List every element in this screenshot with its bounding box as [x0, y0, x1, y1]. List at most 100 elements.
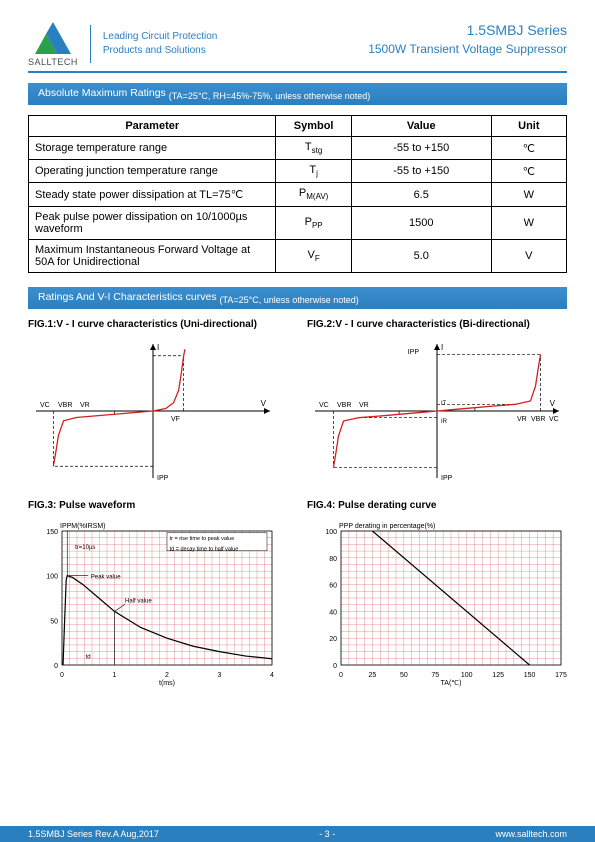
- cell-value: 6.5: [351, 183, 491, 206]
- cell-parameter: Maximum Instantaneous Forward Voltage at…: [29, 239, 276, 272]
- svg-text:VR: VR: [517, 416, 527, 423]
- fig1-title: FIG.1:V - I curve characteristics (Uni-d…: [28, 319, 283, 330]
- fig4: FIG.4: Pulse derating curve 0 25 50 75 100 12…: [307, 500, 567, 687]
- fig2-chart: VIIPPVCVBRVRITIRVRVBRVCIPP: [307, 336, 567, 486]
- svg-text:IR: IR: [441, 419, 448, 425]
- table-row: Maximum Instantaneous Forward Voltage at…: [29, 239, 567, 272]
- section1-title: Absolute Maximum Ratings: [38, 87, 166, 99]
- svg-text:IPPM(%IRSM): IPPM(%IRSM): [60, 523, 106, 530]
- svg-text:td = decay time to half value: td = decay time to half value: [170, 546, 239, 552]
- svg-text:VF: VF: [171, 416, 180, 423]
- svg-text:175: 175: [555, 672, 567, 679]
- logo-text: SALLTECH: [28, 57, 78, 67]
- svg-text:40: 40: [329, 609, 337, 616]
- svg-text:0: 0: [60, 672, 64, 679]
- svg-text:VC: VC: [319, 402, 329, 409]
- svg-text:75: 75: [431, 672, 439, 679]
- svg-text:100: 100: [325, 529, 337, 536]
- tagline-line2: Products and Solutions: [103, 44, 218, 58]
- svg-text:PPP derating in percentage(%): PPP derating in percentage(%): [339, 523, 435, 530]
- svg-text:25: 25: [369, 672, 377, 679]
- svg-text:20: 20: [329, 636, 337, 643]
- cell-parameter: Operating junction temperature range: [29, 160, 276, 183]
- svg-text:VR: VR: [359, 402, 369, 409]
- cell-unit: V: [491, 239, 566, 272]
- svg-text:IPP: IPP: [441, 475, 453, 482]
- svg-text:V: V: [261, 399, 267, 408]
- cell-symbol: Tstg: [276, 137, 351, 160]
- svg-text:VBR: VBR: [531, 416, 545, 423]
- header-right: 1.5SMBJ Series 1500W Transient Voltage S…: [368, 20, 567, 56]
- svg-text:0: 0: [54, 663, 58, 670]
- svg-text:td: td: [86, 654, 91, 660]
- svg-text:t(ms): t(ms): [159, 680, 175, 687]
- cell-symbol: PM(AV): [276, 183, 351, 206]
- fig4-title: FIG.4: Pulse derating curve: [307, 500, 567, 511]
- svg-text:150: 150: [524, 672, 536, 679]
- svg-text:TA(℃): TA(℃): [441, 680, 462, 687]
- svg-text:VBR: VBR: [337, 402, 351, 409]
- svg-text:50: 50: [50, 618, 58, 625]
- svg-text:VR: VR: [80, 402, 90, 409]
- svg-text:3: 3: [218, 672, 222, 679]
- th-parameter: Parameter: [29, 116, 276, 137]
- footer-right: www.salltech.com: [495, 829, 567, 839]
- table-header-row: Parameter Symbol Value Unit: [29, 116, 567, 137]
- svg-text:tr = rise time to peak value: tr = rise time to peak value: [170, 536, 235, 542]
- th-unit: Unit: [491, 116, 566, 137]
- section2-title: Ratings And V-I Characteristics curves: [38, 291, 217, 303]
- svg-text:IPP: IPP: [408, 349, 420, 356]
- header-left: SALLTECH Leading Circuit Protection Prod…: [28, 20, 217, 67]
- fig4-chart: 0255075100125150175020406080100PPP derat…: [307, 517, 567, 687]
- fig2: FIG.2:V - I curve characteristics (Bi-di…: [307, 319, 567, 486]
- series-subtitle: 1500W Transient Voltage Suppressor: [368, 42, 567, 56]
- svg-text:tr=10µs: tr=10µs: [75, 545, 95, 551]
- fig3-title: FIG.3: Pulse waveform: [28, 500, 283, 511]
- fig1-chart: VIIPPVFVCVBRVR: [28, 336, 278, 486]
- svg-text:4: 4: [270, 672, 274, 679]
- cell-parameter: Peak pulse power dissipation on 10/1000µ…: [29, 206, 276, 239]
- series-title: 1.5SMBJ Series: [368, 22, 567, 38]
- table-row: Operating junction temperature rangeTj-5…: [29, 160, 567, 183]
- cell-unit: W: [491, 206, 566, 239]
- svg-text:80: 80: [329, 556, 337, 563]
- cell-unit: ℃: [491, 137, 566, 160]
- section-bar-curves: Ratings And V-I Characteristics curves (…: [28, 287, 567, 309]
- svg-text:0: 0: [333, 663, 337, 670]
- svg-text:100: 100: [46, 573, 58, 580]
- cell-value: -55 to +150: [351, 137, 491, 160]
- fig2-title: FIG.2:V - I curve characteristics (Bi-di…: [307, 319, 567, 330]
- cell-symbol: Tj: [276, 160, 351, 183]
- ratings-table: Parameter Symbol Value Unit Storage temp…: [28, 115, 567, 273]
- cell-value: 5.0: [351, 239, 491, 272]
- page-footer: 1.5SMBJ Series Rev.A Aug,2017 - 3 - www.…: [0, 826, 595, 842]
- page-header: SALLTECH Leading Circuit Protection Prod…: [28, 20, 567, 67]
- figs-row-1: FIG.1:V - I curve characteristics (Uni-d…: [28, 319, 567, 486]
- table-row: Peak pulse power dissipation on 10/1000µ…: [29, 206, 567, 239]
- footer-left: 1.5SMBJ Series Rev.A Aug,2017: [28, 829, 159, 839]
- cell-symbol: PPP: [276, 206, 351, 239]
- fig3: FIG.3: Pulse waveform 01234050100150IPPM…: [28, 500, 283, 687]
- cell-value: -55 to +150: [351, 160, 491, 183]
- cell-symbol: VF: [276, 239, 351, 272]
- header-divider: [90, 25, 91, 63]
- th-value: Value: [351, 116, 491, 137]
- svg-text:150: 150: [46, 529, 58, 536]
- svg-text:I: I: [441, 343, 443, 352]
- header-rule: [28, 71, 567, 73]
- fig3-chart: 01234050100150IPPM(%IRSM)t(ms)Peak value…: [28, 517, 278, 687]
- cell-parameter: Storage temperature range: [29, 137, 276, 160]
- logo-mark-icon: [32, 20, 74, 56]
- svg-text:125: 125: [492, 672, 504, 679]
- cell-unit: ℃: [491, 160, 566, 183]
- svg-text:IT: IT: [441, 401, 447, 407]
- figs-row-2: FIG.3: Pulse waveform 01234050100150IPPM…: [28, 500, 567, 687]
- svg-text:V: V: [550, 399, 556, 408]
- footer-mid: - 3 -: [159, 829, 496, 839]
- tagline-line1: Leading Circuit Protection: [103, 30, 218, 44]
- svg-text:I: I: [157, 343, 159, 352]
- svg-text:Peak value: Peak value: [91, 574, 121, 580]
- svg-text:50: 50: [400, 672, 408, 679]
- svg-text:VBR: VBR: [58, 402, 72, 409]
- section2-subtitle: (TA=25°C, unless otherwise noted): [220, 295, 359, 305]
